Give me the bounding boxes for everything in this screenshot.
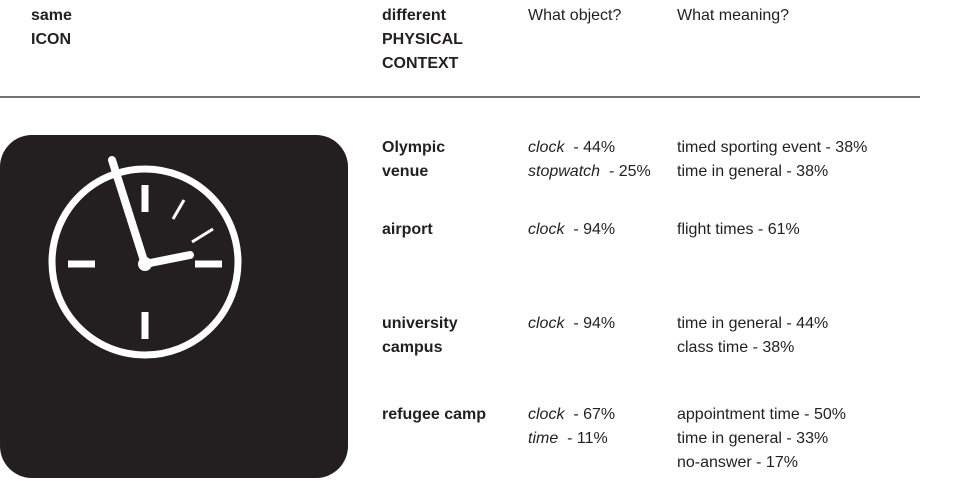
meaning-text: time in general - 44% (677, 315, 829, 332)
context-cell: refugee camp (382, 403, 486, 427)
object-share: - 11% (567, 430, 608, 447)
context-cell: airport (382, 218, 433, 242)
object-line: stopwatch - 25% (528, 160, 651, 184)
header-text: CONTEXT (382, 55, 459, 72)
meaning-text: flight times - 61% (677, 221, 800, 238)
object-cell: clock - 94% (528, 312, 615, 336)
object-share: - 67% (573, 406, 616, 423)
context-text: venue (382, 163, 429, 180)
object-share: - 44% (573, 139, 616, 156)
context-cell: Olympic venue (382, 136, 445, 184)
object-share: - 94% (573, 315, 616, 332)
meaning-text: timed sporting event - 38% (677, 139, 868, 156)
object-name: stopwatch (528, 163, 601, 180)
header-text: PHYSICAL (382, 31, 463, 48)
clock-center (138, 257, 152, 271)
header-object: What object? (528, 4, 621, 28)
meaning-text: no-answer - 17% (677, 454, 798, 471)
meaning-text: time in general - 33% (677, 430, 829, 447)
object-name: time (528, 430, 559, 447)
meaning-cell: flight times - 61% (677, 218, 800, 242)
clock-icon (48, 156, 242, 359)
object-line: clock - 94% (528, 218, 615, 242)
meaning-text: appointment time - 50% (677, 406, 846, 423)
object-name: clock (528, 221, 565, 238)
object-name: clock (528, 315, 565, 332)
object-line: clock - 67% (528, 403, 615, 427)
context-text: university (382, 315, 458, 332)
header-text: What object? (528, 7, 622, 24)
header-icon: same ICON (31, 4, 72, 52)
icon-background (0, 135, 348, 478)
object-line: clock - 44% (528, 136, 651, 160)
context-text: campus (382, 339, 443, 356)
meaning-text: class time - 38% (677, 339, 795, 356)
object-share: - 25% (608, 163, 651, 180)
header-text: different (382, 7, 446, 24)
header-context: different PHYSICAL CONTEXT (382, 4, 463, 76)
context-text: airport (382, 221, 433, 238)
context-cell: university campus (382, 312, 458, 360)
meaning-text: time in general - 38% (677, 163, 829, 180)
object-cell: clock - 94% (528, 218, 615, 242)
header-meaning: What meaning? (677, 4, 789, 28)
meaning-cell: appointment time - 50% time in general - … (677, 403, 846, 475)
object-name: clock (528, 406, 565, 423)
object-share: - 94% (573, 221, 616, 238)
header-text: ICON (31, 31, 71, 48)
object-line: clock - 94% (528, 312, 615, 336)
header-text: What meaning? (677, 7, 790, 24)
header-text: same (31, 7, 72, 24)
object-line: time - 11% (528, 427, 615, 451)
meaning-cell: timed sporting event - 38% time in genera… (677, 136, 867, 184)
object-cell: clock - 67% time - 11% (528, 403, 615, 451)
context-text: refugee camp (382, 406, 487, 423)
object-cell: clock - 44% stopwatch - 25% (528, 136, 651, 184)
meaning-cell: time in general - 44% class time - 38% (677, 312, 828, 360)
context-text: Olympic (382, 139, 446, 156)
object-name: clock (528, 139, 565, 156)
